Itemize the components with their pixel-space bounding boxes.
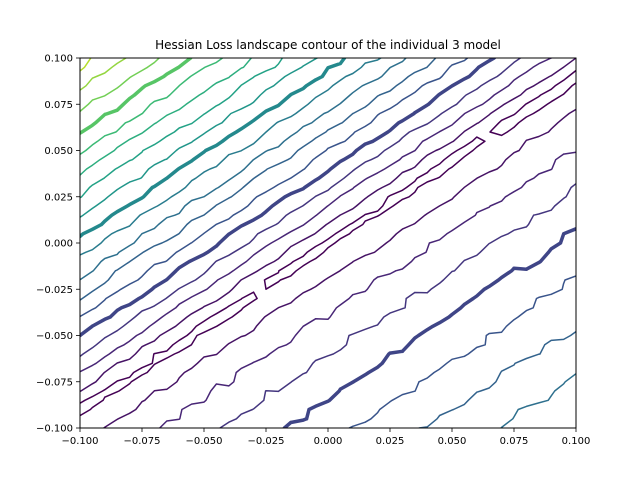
contour-level bbox=[80, 58, 576, 428]
y-tick-label: 0.000 bbox=[44, 239, 73, 250]
y-tick-label: 0.050 bbox=[44, 146, 73, 157]
x-tick-label: 0.050 bbox=[438, 436, 467, 447]
contour-level bbox=[80, 58, 576, 428]
y-tick-label: 0.100 bbox=[44, 54, 73, 65]
y-tick-label: −0.025 bbox=[36, 285, 73, 296]
x-tick-label: 0.100 bbox=[562, 436, 591, 447]
y-tick-label: −0.075 bbox=[36, 377, 73, 388]
x-tick-label: 0.025 bbox=[376, 436, 405, 447]
y-tick-label: −0.050 bbox=[36, 331, 73, 342]
contour-level bbox=[80, 58, 193, 135]
contour-level bbox=[80, 58, 224, 156]
y-tick-label: 0.075 bbox=[44, 100, 73, 111]
x-tick-label: 0.075 bbox=[500, 436, 529, 447]
contour-level bbox=[80, 58, 319, 219]
contour-level bbox=[80, 58, 127, 91]
contour-lines bbox=[80, 58, 576, 428]
x-tick-label: −0.025 bbox=[247, 436, 284, 447]
x-tick-label: −0.050 bbox=[185, 436, 222, 447]
contour-level bbox=[80, 58, 253, 176]
contour-level bbox=[80, 58, 382, 256]
x-tick-label: −0.075 bbox=[123, 436, 160, 447]
contour-level bbox=[80, 58, 347, 239]
x-tick-label: 0.000 bbox=[314, 436, 343, 447]
y-axis: −0.100 −0.075 −0.050 −0.025 0.000 0.025 0.050 0… bbox=[36, 54, 80, 435]
contour-level bbox=[80, 58, 576, 428]
chart-title: Hessian Loss landscape contour of the in… bbox=[155, 38, 501, 52]
y-tick-label: −0.100 bbox=[36, 424, 73, 435]
contour-level bbox=[80, 58, 92, 72]
contour-level bbox=[80, 58, 160, 113]
x-tick-label: −0.100 bbox=[61, 436, 98, 447]
contour-level bbox=[80, 58, 284, 199]
contour-level bbox=[80, 58, 576, 428]
contour-level bbox=[80, 58, 576, 428]
contour-level bbox=[80, 69, 576, 417]
x-axis: −0.100 −0.075 −0.050 −0.025 0.000 0.025 0.050 0… bbox=[61, 428, 590, 447]
y-tick-label: 0.025 bbox=[44, 192, 73, 203]
